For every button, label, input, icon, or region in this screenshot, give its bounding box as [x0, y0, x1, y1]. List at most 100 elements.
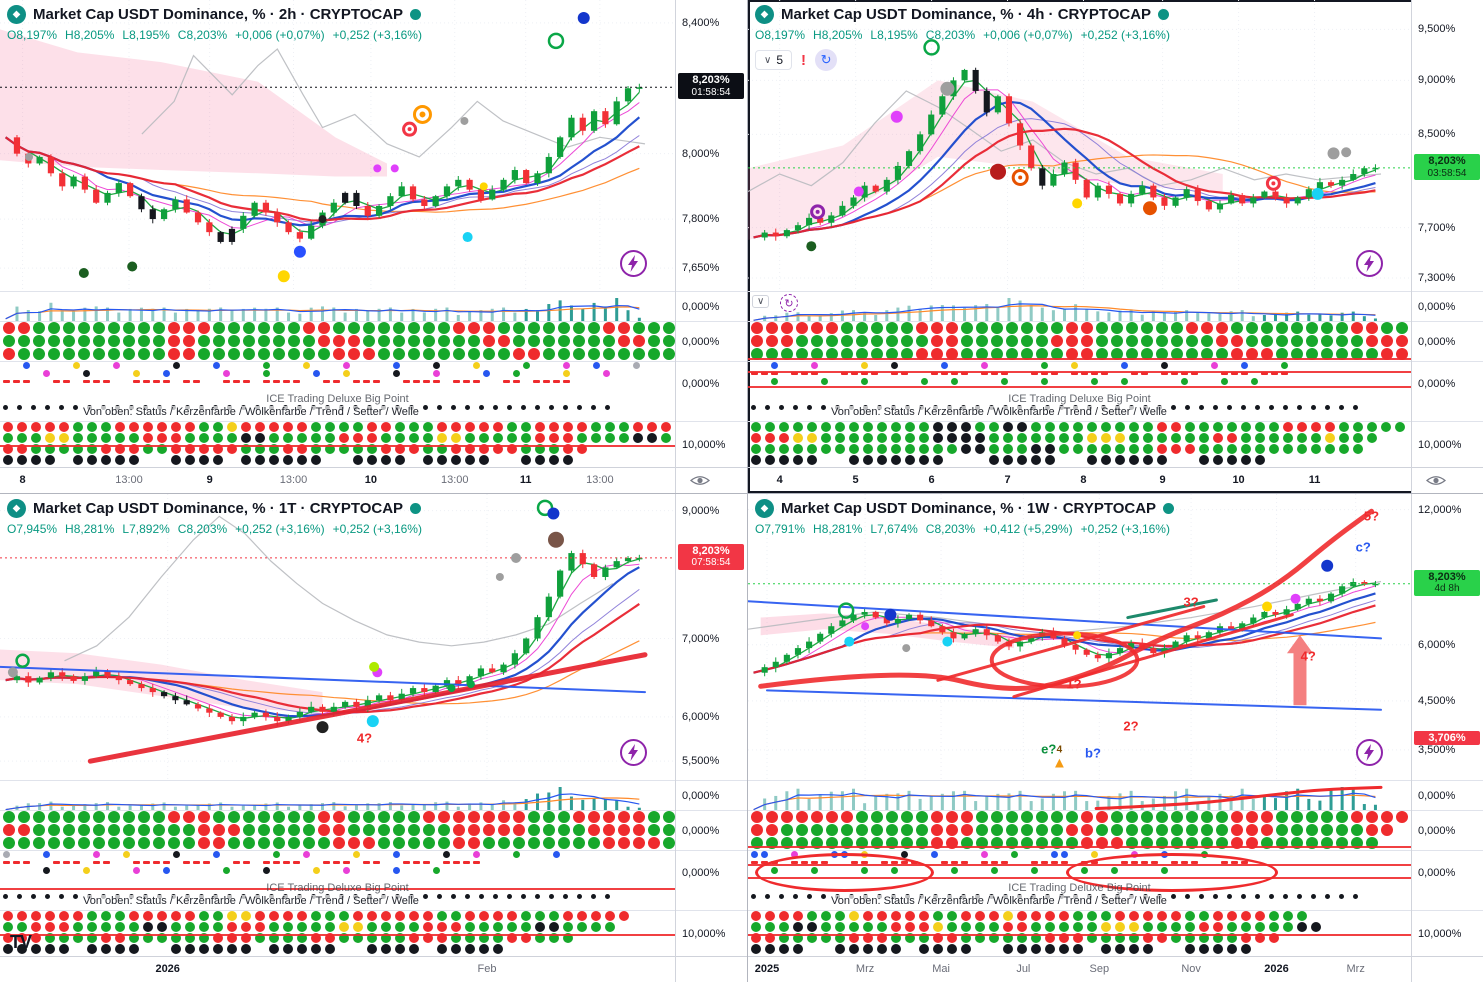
- ohlc-change-pct: +0,252 (+3,16%): [332, 522, 422, 536]
- ohlc-row: O7,791% H8,281% L7,674% C8,203% +0,412 (…: [755, 522, 1174, 536]
- volume-pane[interactable]: [748, 780, 1411, 810]
- indicator-name: ICE Trading Deluxe Big Point: [1008, 393, 1151, 405]
- warning-icon[interactable]: !: [801, 51, 807, 69]
- y-axis-tick: 3,500%: [1418, 743, 1456, 756]
- trend-dots-pane[interactable]: TV: [0, 910, 675, 956]
- time-axis[interactable]: 2026 Feb: [0, 956, 675, 982]
- indicator-status-icon[interactable]: [410, 503, 422, 514]
- price-axis[interactable]: 9,500% 9,000% 8,500% 7,700% 7,300% 8,203% 03:5…: [1411, 0, 1483, 493]
- price-axis[interactable]: 9,000% 7,000% 6,000% 5,500% 8,203% 07:58:54 0,…: [675, 494, 747, 982]
- ohlc-row: O8,197% H8,205% L8,195% C8,203% +0,006 (…: [755, 28, 1170, 42]
- dot-row: [0, 933, 675, 943]
- volume-pane[interactable]: [0, 780, 675, 810]
- price-axis[interactable]: 12,000% 6,000% 4,500% 3,500% 8,203% 4d 8h 3,70…: [1411, 494, 1483, 982]
- dot-row: [0, 911, 675, 921]
- cryptocap-logo-icon: ◆: [755, 5, 774, 24]
- volume-histogram: [5, 787, 641, 810]
- scale-label: 0,000%: [682, 335, 720, 348]
- wave-annotation: 2?: [1123, 718, 1139, 734]
- x-axis-label: Mai: [932, 963, 950, 975]
- chart-title[interactable]: Market Cap USDT Dominance, % · 1T · CRYP…: [33, 500, 404, 517]
- ohlc-change: +0,412 (+5,29%): [983, 522, 1073, 536]
- dot-row: [748, 444, 1411, 454]
- lightning-icon[interactable]: [1356, 250, 1383, 277]
- candlestick-chart: [748, 494, 1411, 780]
- lightning-icon[interactable]: [620, 250, 647, 277]
- dot-row: [0, 348, 675, 360]
- eye-icon[interactable]: [1425, 474, 1447, 490]
- band-line: [0, 933, 675, 936]
- price-axis[interactable]: 8,400% 8,000% 7,800% 7,650% 8,203% 01:58:54 0,…: [675, 0, 747, 493]
- chart-title[interactable]: Market Cap USDT Dominance, % · 1W · CRYP…: [781, 500, 1157, 517]
- eye-icon[interactable]: [689, 474, 711, 490]
- price-chart-area[interactable]: ◆ Market Cap USDT Dominance, % · 1T · CR…: [0, 494, 675, 780]
- x-axis-label: 10: [1232, 474, 1245, 486]
- band-line: [748, 385, 1411, 388]
- refresh-icon[interactable]: ↻: [815, 49, 838, 71]
- wave-annotation: ▲: [1051, 754, 1067, 772]
- y-axis-tick: 12,000%: [1418, 503, 1462, 516]
- y-axis-tick: 7,300%: [1418, 271, 1456, 284]
- price-chart-area[interactable]: ◆ Market Cap USDT Dominance, % · 2h · CR…: [0, 0, 675, 291]
- tradingview-logo[interactable]: TV: [10, 932, 32, 952]
- status-row-pane: Von oben: Status / Kerzenfarbe / Wolkenf…: [748, 894, 1411, 910]
- current-price-label: 8,203% 01:58:54: [678, 73, 744, 100]
- chart-title[interactable]: Market Cap USDT Dominance, % · 2h · CRYP…: [33, 6, 404, 23]
- dot-row: [748, 422, 1411, 432]
- time-axis[interactable]: 8 13:00 9 13:00 10 13:00 11 13:00: [0, 467, 675, 493]
- scale-label: 0,000%: [1418, 300, 1456, 313]
- indicator-status-icon[interactable]: [1163, 503, 1175, 514]
- time-axis[interactable]: 4 5 6 7 8 9 10 11: [748, 467, 1411, 493]
- trend-dots-pane[interactable]: [748, 421, 1411, 467]
- x-axis-label: 13:00: [115, 474, 143, 486]
- mixed-dots-pane[interactable]: ICE Trading Deluxe Big Point: [748, 850, 1411, 894]
- ohlc-open: O8,197%: [7, 28, 58, 42]
- lightning-icon[interactable]: [620, 739, 647, 766]
- scale-label: 0,000%: [1418, 789, 1456, 802]
- volume-histogram: [753, 785, 1383, 810]
- signal-dots-pane[interactable]: [748, 810, 1411, 850]
- collapse-pane-button[interactable]: ∨: [752, 295, 770, 308]
- signal-dots-pane[interactable]: [0, 321, 675, 361]
- time-axis[interactable]: 2025 Mrz Mai Jul Sep Nov 2026 Mrz: [748, 956, 1411, 982]
- x-axis-label: Sep: [1089, 963, 1110, 975]
- x-axis-label: Mrz: [1346, 963, 1365, 975]
- chart-title[interactable]: Market Cap USDT Dominance, % · 4h · CRYP…: [781, 6, 1152, 23]
- scale-label: 0,000%: [682, 300, 720, 313]
- cryptocap-logo-icon: ◆: [7, 5, 26, 24]
- band-line: [0, 444, 675, 447]
- x-axis-label: 2026: [155, 963, 180, 975]
- volume-histogram: [5, 298, 641, 321]
- signal-dots-pane[interactable]: [748, 321, 1411, 361]
- wave-annotation: 3?: [1183, 594, 1199, 610]
- price-chart-area[interactable]: ◆ Market Cap USDT Dominance, % · 4h · CR…: [748, 0, 1411, 291]
- dot-row: [0, 378, 675, 385]
- ohlc-high: H8,281%: [813, 522, 863, 536]
- dot-row: [0, 837, 675, 849]
- signal-dots-pane[interactable]: [0, 810, 675, 850]
- volume-pane[interactable]: ∨ ↻: [748, 291, 1411, 321]
- y-axis-tick: 6,000%: [1418, 638, 1456, 651]
- wave-annotation: 4?: [1300, 648, 1316, 664]
- price-chart-area[interactable]: ◆ Market Cap USDT Dominance, % · 1W · CR…: [748, 494, 1411, 780]
- band-line: [748, 933, 1411, 936]
- x-axis-label: 11: [519, 474, 532, 486]
- indicator-name: ICE Trading Deluxe Big Point: [1008, 882, 1151, 894]
- mixed-dots-pane[interactable]: ICE Trading Deluxe Big Point: [0, 850, 675, 894]
- sync-icon[interactable]: ↻: [780, 294, 798, 312]
- volume-pane[interactable]: [0, 291, 675, 321]
- current-price-label: 8,203% 4d 8h: [1414, 569, 1480, 596]
- dot-row: [748, 348, 1411, 360]
- cryptocap-logo-icon: ◆: [755, 499, 774, 518]
- ohlc-change-pct: +0,252 (+3,16%): [1080, 522, 1170, 536]
- mixed-dots-pane[interactable]: ICE Trading Deluxe Big Point: [748, 361, 1411, 405]
- mixed-dots-pane[interactable]: ICE Trading Deluxe Big Point: [0, 361, 675, 405]
- bar-count-chip[interactable]: ∨ 5: [755, 50, 793, 70]
- indicator-status-icon[interactable]: [1158, 9, 1170, 20]
- trend-dots-pane[interactable]: [0, 421, 675, 467]
- bar-count-value: 5: [776, 53, 784, 67]
- indicator-status-icon[interactable]: [410, 9, 422, 20]
- trend-dots-pane[interactable]: [748, 910, 1411, 956]
- chart-panel-2h: ◆ Market Cap USDT Dominance, % · 2h · CR…: [0, 0, 748, 494]
- lightning-icon[interactable]: [1356, 739, 1383, 766]
